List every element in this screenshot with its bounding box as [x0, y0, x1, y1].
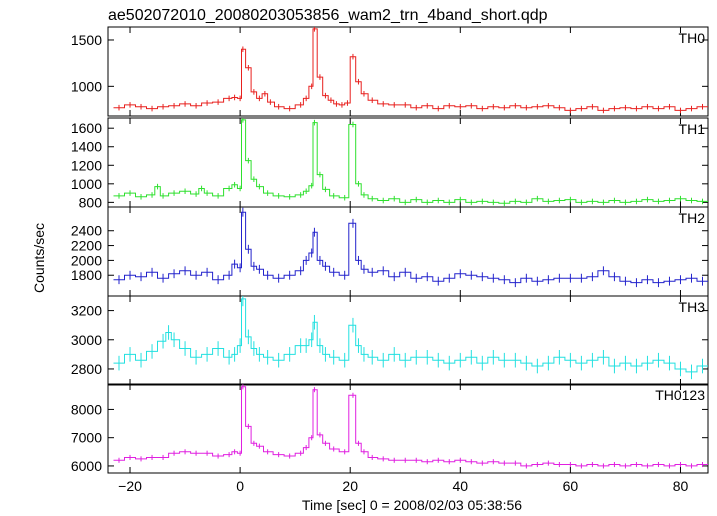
- panel-label: TH1: [679, 121, 706, 137]
- y-tick-label: 2200: [71, 238, 102, 254]
- y-tick-label: 3200: [71, 303, 102, 319]
- panel-th1: 800 1000 1200 1400 1600 TH1: [71, 117, 709, 210]
- y-tick-label: 8000: [71, 401, 102, 417]
- x-tick-label: −20: [118, 478, 142, 494]
- panel-label: TH0: [679, 30, 706, 46]
- y-tick-label: 1500: [71, 32, 102, 48]
- panel-label: TH2: [679, 210, 706, 226]
- x-tick-label: 60: [563, 478, 579, 494]
- panel-label: TH0123: [655, 387, 705, 403]
- panel-frame: [107, 295, 709, 386]
- y-tick-label: 1600: [71, 120, 102, 136]
- panel-frame: [107, 383, 709, 474]
- panel-frame: [107, 206, 709, 297]
- x-tick-label: 20: [342, 478, 358, 494]
- series-line-th1: [113, 119, 708, 204]
- x-tick-label: 40: [453, 478, 469, 494]
- y-tick-label: 1000: [71, 78, 102, 94]
- y-tick-label: 7000: [71, 430, 102, 446]
- panel-th3: 2800 3000 3200 TH3: [71, 295, 709, 386]
- x-tick-label: 0: [236, 478, 244, 494]
- panel-th0123: 6000 7000 8000 TH0123: [71, 383, 709, 474]
- y-axis-label: Counts/sec: [31, 223, 47, 293]
- series-line-th0: [113, 28, 708, 111]
- y-tick-label: 2800: [71, 361, 102, 377]
- series-line-th0123: [113, 386, 708, 467]
- y-tick-label: 1400: [71, 139, 102, 155]
- panels: 1000 1500 TH0 800 1000 1200 1400 1600 TH1 1800200…: [71, 26, 709, 474]
- y-tick-label: 3000: [71, 332, 102, 348]
- y-tick-label: 2000: [71, 252, 102, 268]
- series-line-th3: [113, 298, 708, 373]
- y-tick-label: 2400: [71, 223, 102, 239]
- chart-title: ae502072010_20080203053856_wam2_trn_4ban…: [108, 7, 548, 24]
- x-axis-ticks: −20 0 20 40 60 80: [118, 478, 688, 494]
- y-tick-label: 6000: [71, 458, 102, 474]
- series-line-th2: [113, 211, 708, 284]
- y-tick-label: 1200: [71, 157, 102, 173]
- x-axis-label: Time [sec] 0 = 2008/02/03 05:38:56: [302, 497, 522, 513]
- y-tick-label: 1800: [71, 267, 102, 283]
- panel-th0: 1000 1500 TH0: [71, 26, 709, 117]
- x-tick-label: 80: [673, 478, 689, 494]
- panel-frame: [107, 26, 709, 117]
- y-tick-label: 1000: [71, 176, 102, 192]
- y-tick-label: 800: [79, 194, 103, 210]
- panel-label: TH3: [679, 299, 706, 315]
